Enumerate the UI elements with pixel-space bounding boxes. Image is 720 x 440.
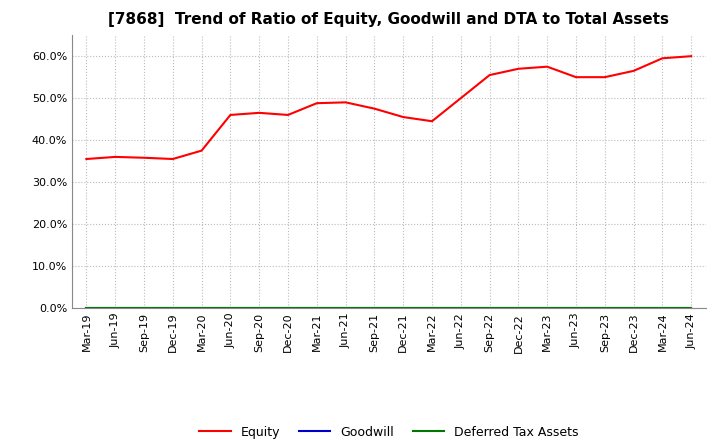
- Equity: [370, 106, 379, 111]
- Goodwill: [399, 305, 408, 311]
- Deferred Tax Assets: [514, 305, 523, 311]
- Title: [7868]  Trend of Ratio of Equity, Goodwill and DTA to Total Assets: [7868] Trend of Ratio of Equity, Goodwil…: [108, 12, 670, 27]
- Deferred Tax Assets: [658, 305, 667, 311]
- Deferred Tax Assets: [312, 305, 321, 311]
- Equity: [428, 119, 436, 124]
- Deferred Tax Assets: [428, 305, 436, 311]
- Deferred Tax Assets: [82, 305, 91, 311]
- Goodwill: [572, 305, 580, 311]
- Equity: [226, 112, 235, 117]
- Equity: [284, 112, 292, 117]
- Legend: Equity, Goodwill, Deferred Tax Assets: Equity, Goodwill, Deferred Tax Assets: [194, 421, 583, 440]
- Equity: [341, 100, 350, 105]
- Equity: [658, 55, 667, 61]
- Goodwill: [600, 305, 609, 311]
- Goodwill: [140, 305, 148, 311]
- Equity: [82, 156, 91, 161]
- Equity: [629, 68, 638, 73]
- Equity: [687, 54, 696, 59]
- Goodwill: [428, 305, 436, 311]
- Deferred Tax Assets: [255, 305, 264, 311]
- Equity: [399, 114, 408, 120]
- Deferred Tax Assets: [226, 305, 235, 311]
- Deferred Tax Assets: [111, 305, 120, 311]
- Goodwill: [197, 305, 206, 311]
- Equity: [312, 101, 321, 106]
- Goodwill: [168, 305, 177, 311]
- Deferred Tax Assets: [572, 305, 580, 311]
- Goodwill: [82, 305, 91, 311]
- Goodwill: [658, 305, 667, 311]
- Equity: [600, 74, 609, 80]
- Goodwill: [543, 305, 552, 311]
- Goodwill: [312, 305, 321, 311]
- Equity: [111, 154, 120, 160]
- Equity: [456, 95, 465, 101]
- Equity: [514, 66, 523, 71]
- Deferred Tax Assets: [629, 305, 638, 311]
- Equity: [485, 73, 494, 78]
- Goodwill: [111, 305, 120, 311]
- Deferred Tax Assets: [284, 305, 292, 311]
- Deferred Tax Assets: [687, 305, 696, 311]
- Deferred Tax Assets: [168, 305, 177, 311]
- Deferred Tax Assets: [341, 305, 350, 311]
- Deferred Tax Assets: [399, 305, 408, 311]
- Deferred Tax Assets: [370, 305, 379, 311]
- Equity: [255, 110, 264, 115]
- Goodwill: [629, 305, 638, 311]
- Line: Equity: Equity: [86, 56, 691, 159]
- Deferred Tax Assets: [600, 305, 609, 311]
- Equity: [572, 74, 580, 80]
- Goodwill: [226, 305, 235, 311]
- Deferred Tax Assets: [197, 305, 206, 311]
- Equity: [197, 148, 206, 153]
- Goodwill: [687, 305, 696, 311]
- Deferred Tax Assets: [485, 305, 494, 311]
- Goodwill: [341, 305, 350, 311]
- Goodwill: [284, 305, 292, 311]
- Goodwill: [370, 305, 379, 311]
- Deferred Tax Assets: [140, 305, 148, 311]
- Goodwill: [514, 305, 523, 311]
- Goodwill: [485, 305, 494, 311]
- Equity: [168, 156, 177, 161]
- Deferred Tax Assets: [543, 305, 552, 311]
- Equity: [140, 155, 148, 161]
- Goodwill: [456, 305, 465, 311]
- Goodwill: [255, 305, 264, 311]
- Equity: [543, 64, 552, 70]
- Deferred Tax Assets: [456, 305, 465, 311]
